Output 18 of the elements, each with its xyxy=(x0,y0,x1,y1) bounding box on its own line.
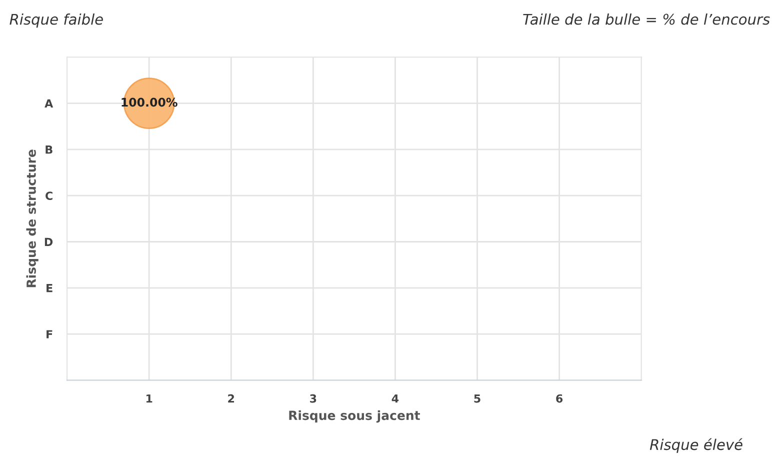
y-tick-label: C xyxy=(46,192,52,200)
y-tick-label: E xyxy=(46,284,52,292)
x-tick-label: 6 xyxy=(556,394,563,403)
text: Taille de la bulle = % de l’encours xyxy=(523,14,770,25)
y-tick-label: D xyxy=(44,238,53,246)
y-tick-label: A xyxy=(44,99,54,108)
text: Risque faible xyxy=(10,14,103,28)
y-axis-title: Risque de structure xyxy=(26,150,38,288)
data-label: 100.00% xyxy=(122,98,178,107)
y-tick-label: B xyxy=(46,146,52,154)
x-axis-title: Risque sous jacent xyxy=(289,410,420,423)
text: Risque élevé xyxy=(650,438,742,453)
x-tick-label: 1 xyxy=(146,394,152,403)
x-tick-label: 5 xyxy=(474,394,480,403)
x-tick-label: 3 xyxy=(310,394,316,403)
x-tick-label: 4 xyxy=(392,394,399,403)
x-tick-label: 2 xyxy=(228,394,234,403)
y-tick-label: F xyxy=(46,330,52,338)
